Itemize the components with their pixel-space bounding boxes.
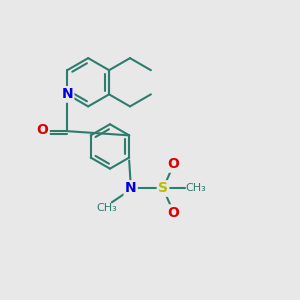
Text: O: O: [168, 206, 180, 220]
Text: O: O: [168, 157, 180, 171]
Text: O: O: [37, 123, 49, 137]
Text: CH₃: CH₃: [185, 184, 206, 194]
Text: N: N: [61, 87, 73, 101]
Text: N: N: [125, 182, 136, 196]
Text: CH₃: CH₃: [97, 203, 118, 213]
Text: S: S: [158, 182, 168, 196]
